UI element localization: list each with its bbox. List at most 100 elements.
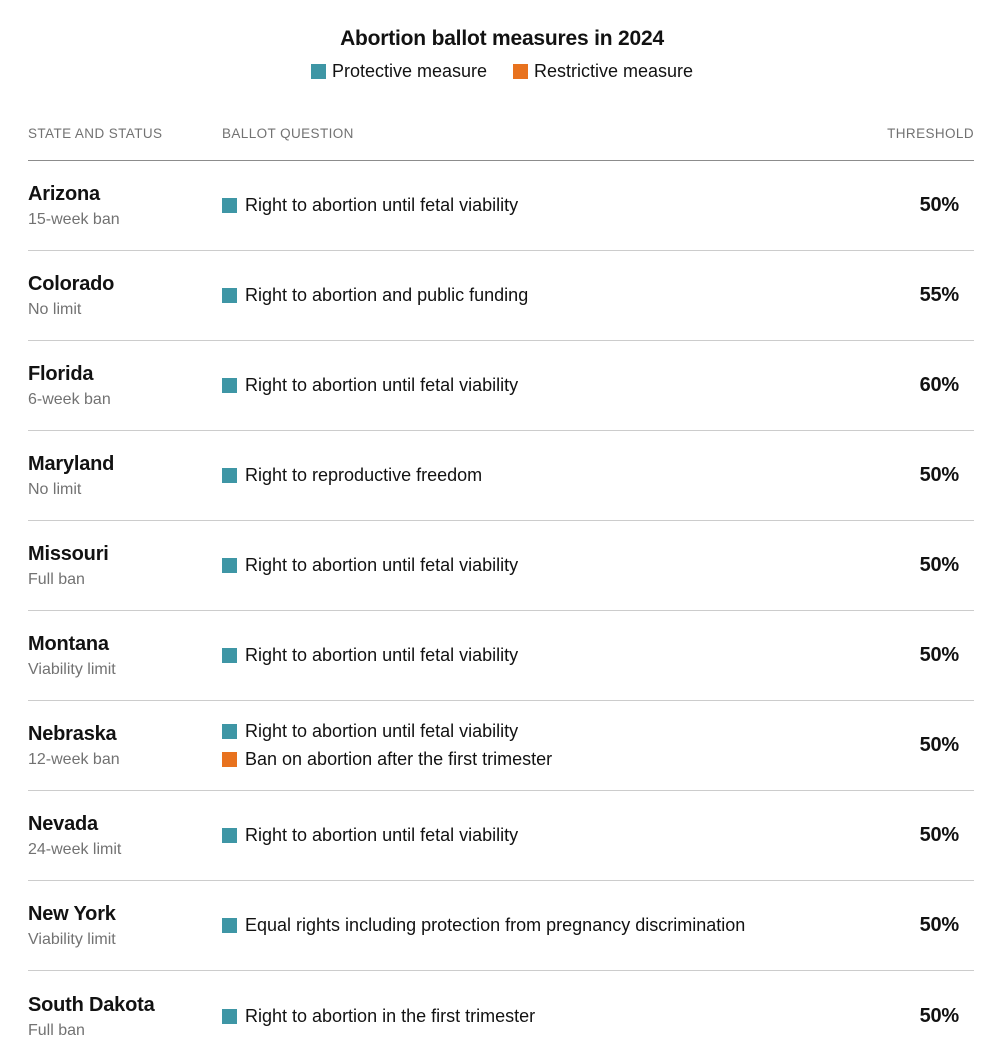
measure-swatch-icon [222,198,237,213]
measures-cell: Right to abortion in the first trimester [222,1006,824,1027]
measure-swatch-icon [222,828,237,843]
state-name: Florida [28,363,94,385]
state-status: No limit [28,301,82,318]
state-status: 6-week ban [28,391,111,408]
state-cell: New York Viability limit [28,902,222,949]
state-name: South Dakota [28,993,155,1016]
state-name: Missouri [28,543,109,565]
measure-line: Right to abortion until fetal viability [222,195,824,216]
threshold-value: 55% [919,284,960,306]
column-header-threshold: THRESHOLD [887,126,974,141]
measure-line: Right to reproductive freedom [222,465,824,486]
table-row-arizona: Arizona 15-week ban Right to abortion un… [28,161,974,251]
state-status: 24-week limit [28,841,122,858]
measure-text: Right to abortion until fetal viability [245,721,519,741]
chart-title: Abortion ballot measures in 2024 [340,27,664,50]
column-header-state-and-status: STATE AND STATUS [28,126,163,141]
state-cell: Florida 6-week ban [28,362,222,409]
measure-text: Right to reproductive freedom [245,465,483,485]
measures-cell: Right to reproductive freedom [222,465,824,486]
measure-line: Right to abortion until fetal viability [222,375,824,396]
table-row-colorado: Colorado No limit Right to abortion and … [28,251,974,341]
ballot-measures-table: STATE AND STATUS BALLOT QUESTION THRESHO… [28,83,974,1061]
measure-swatch-icon [222,1008,237,1024]
measures-cell: Right to abortion until fetal viability [222,195,824,216]
table-row-nevada: Nevada 24-week limit Right to abortion u… [28,791,974,881]
restrictive-swatch-icon [513,63,529,79]
state-name: Nevada [28,813,98,835]
table-row-missouri: Missouri Full ban Right to abortion unti… [28,521,974,611]
measure-line: Right to abortion in the first trimester [222,1006,824,1027]
state-status: Full ban [28,571,85,588]
state-name: New York [28,903,116,925]
measures-cell: Right to abortion until fetal viability [222,825,824,846]
legend-item-restrictive: Restrictive measure [513,59,693,83]
legend-item-protective: Protective measure [310,59,488,83]
measures-cell: Right to abortion and public funding [222,285,824,306]
column-header-row: STATE AND STATUS BALLOT QUESTION THRESHO… [28,83,974,161]
measure-swatch-icon [222,648,237,663]
table-row-nebraska: Nebraska 12-week ban Right to abortion u… [28,701,974,791]
state-status: Viability limit [28,931,116,948]
state-cell: Montana Viability limit [28,632,222,679]
state-name: Montana [28,633,109,655]
state-status: Full ban [28,1021,85,1039]
state-cell: Nebraska 12-week ban [28,722,222,769]
measure-text: Right to abortion until fetal viability [245,555,519,575]
measure-line: Right to abortion and public funding [222,285,824,306]
measure-swatch-icon [222,752,237,767]
threshold-value: 50% [919,914,960,936]
legend-label: Protective measure [331,61,488,81]
measure-line: Right to abortion until fetal viability [222,825,824,846]
threshold-value: 50% [919,464,960,486]
threshold-value: 50% [919,734,960,756]
threshold-value: 50% [919,1004,960,1027]
state-status: 12-week ban [28,751,120,768]
threshold-value: 50% [919,644,960,666]
measure-swatch-icon [222,558,237,573]
measure-text: Right to abortion and public funding [245,285,529,305]
measure-line: Right to abortion until fetal viability [222,721,824,742]
column-header-ballot-question: BALLOT QUESTION [222,126,354,141]
state-name: Colorado [28,273,115,295]
measure-text: Right to abortion until fetal viability [245,375,519,395]
measures-cell: Right to abortion until fetal viability [222,555,824,576]
table-row-south-dakota: South Dakota Full ban Right to abortion … [28,971,974,1061]
table-row-new-york: New York Viability limit Equal rights in… [28,881,974,971]
state-status: 15-week ban [28,211,120,228]
threshold-value: 50% [919,554,960,576]
measure-swatch-icon [222,918,237,933]
measure-text: Right to abortion until fetal viability [245,825,519,845]
measure-line: Ban on abortion after the first trimeste… [222,749,824,770]
state-cell: Missouri Full ban [28,542,222,589]
state-name: Arizona [28,183,100,205]
measures-cell: Equal rights including protection from p… [222,915,824,936]
state-cell: South Dakota Full ban [28,993,222,1040]
protective-swatch-icon [310,63,326,79]
legend-label: Restrictive measure [534,61,694,81]
table-row-maryland: Maryland No limit Right to reproductive … [28,431,974,521]
measure-text: Right to abortion in the first trimester [245,1005,536,1026]
state-cell: Nevada 24-week limit [28,812,222,859]
measure-swatch-icon [222,288,237,303]
state-cell: Colorado No limit [28,272,222,319]
measure-text: Ban on abortion after the first trimeste… [245,749,553,769]
measures-cell: Right to abortion until fetal viability [222,645,824,666]
threshold-value: 50% [919,194,960,216]
measure-text: Equal rights including protection from p… [245,915,746,935]
measure-line: Right to abortion until fetal viability [222,645,824,666]
measure-line: Equal rights including protection from p… [222,915,824,936]
measure-text: Right to abortion until fetal viability [245,645,519,665]
measure-line: Right to abortion until fetal viability [222,555,824,576]
measures-cell: Right to abortion until fetal viability [222,375,824,396]
state-name: Nebraska [28,723,117,745]
measure-swatch-icon [222,378,237,393]
state-cell: Maryland No limit [28,452,222,499]
measure-text: Right to abortion until fetal viability [245,195,519,215]
measure-swatch-icon [222,468,237,483]
threshold-value: 60% [919,374,960,396]
state-name: Maryland [28,453,115,475]
table-row-florida: Florida 6-week ban Right to abortion unt… [28,341,974,431]
measures-cell: Right to abortion until fetal viability … [222,721,824,770]
measure-swatch-icon [222,724,237,739]
